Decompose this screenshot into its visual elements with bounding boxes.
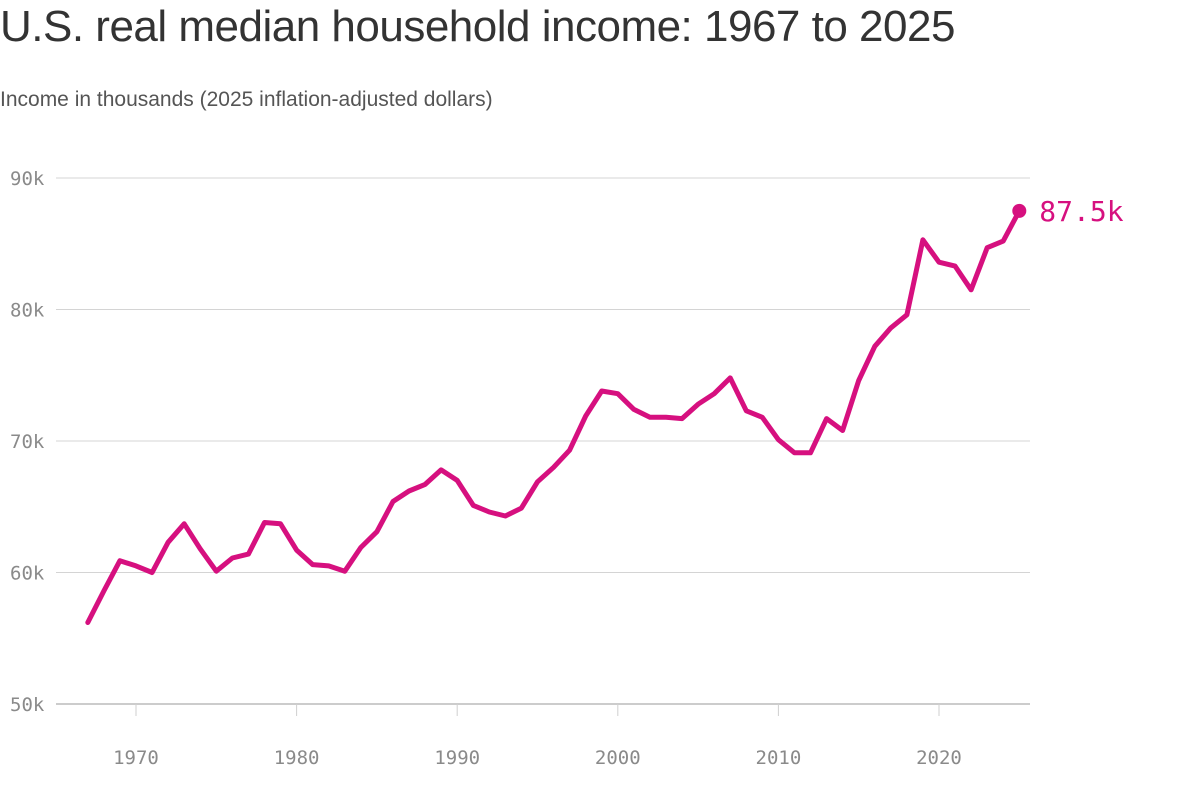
y-tick: 90k: [10, 168, 45, 190]
y-tick-label: 80k: [10, 300, 45, 322]
x-tick: 2010: [756, 704, 802, 769]
y-tick: 70k: [10, 431, 45, 453]
y-tick-label: 70k: [10, 431, 45, 453]
y-tick: 50k: [10, 694, 45, 716]
chart-subtitle: Income in thousands (2025 inflation-adju…: [0, 88, 493, 111]
x-tick: 1970: [113, 704, 159, 769]
chart-title: U.S. real median household income: 1967 …: [0, 2, 955, 51]
y-tick-label: 90k: [10, 168, 45, 190]
x-tick-label: 2020: [916, 747, 962, 769]
y-tick-label: 60k: [10, 563, 45, 585]
x-tick: 1980: [274, 704, 320, 769]
y-tick-label: 50k: [10, 694, 45, 716]
x-tick: 2020: [916, 704, 962, 769]
x-tick-label: 1990: [434, 747, 480, 769]
x-tick-label: 2000: [595, 747, 641, 769]
x-tick-label: 1980: [274, 747, 320, 769]
x-tick: 1990: [434, 704, 480, 769]
income-line: [85, 208, 1022, 625]
x-axis: 1970 1980 1990 2000 2010 2020: [113, 704, 962, 769]
y-tick: 60k: [10, 563, 45, 585]
x-tick-label: 2010: [756, 747, 802, 769]
y-axis: 50k 60k 70k 80k 90k: [10, 168, 45, 716]
latest-value-marker: [1012, 203, 1027, 218]
x-tick: 2000: [595, 704, 641, 769]
x-tick-label: 1970: [113, 747, 159, 769]
y-tick: 80k: [10, 300, 45, 322]
latest-value-label: 87.5k: [1039, 195, 1123, 228]
gridlines: [56, 177, 1030, 705]
